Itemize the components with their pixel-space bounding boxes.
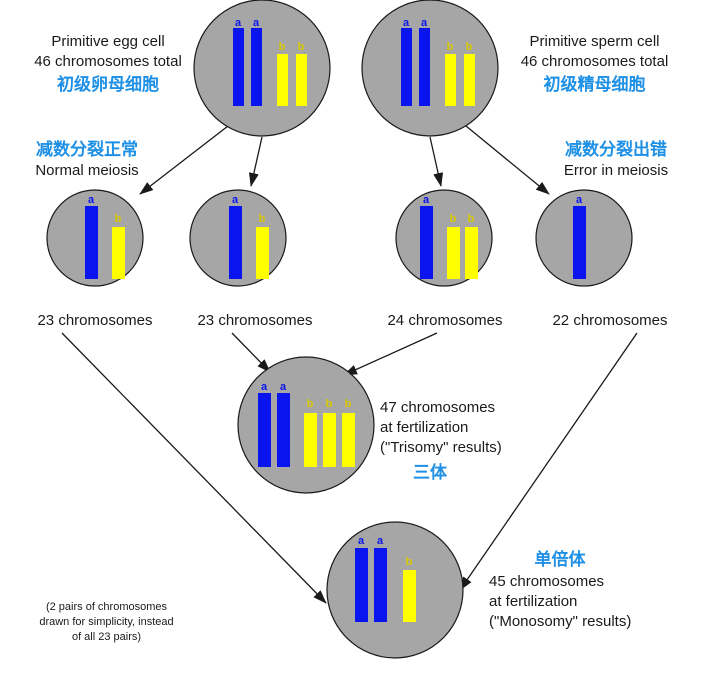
error-meiosis-label: 减数分裂出错 Error in meiosis: [530, 139, 702, 181]
gamete-cell-4: a: [535, 189, 633, 287]
chromosome-b: [464, 54, 475, 106]
chromosome-label-b: b: [326, 398, 333, 410]
chromosome-a: [573, 206, 586, 279]
monosomy-cell: a a b: [326, 521, 464, 659]
egg-cell-count: 46 chromosomes total: [34, 53, 182, 70]
chromosome-label-b: b: [307, 398, 314, 410]
chromosome-label-b: b: [468, 213, 475, 225]
gamete-1-count: 23 chromosomes: [37, 312, 153, 329]
chromosome-label-a: a: [253, 17, 260, 29]
chromosome-label-a: a: [235, 17, 242, 29]
arrow-gamete-1-to-monosomy: [61, 332, 327, 604]
egg-cell-zh-label: 初级卵母细胞: [57, 75, 159, 95]
chromosome-b: [447, 227, 460, 279]
sperm-cell-label: Primitive sperm cell 46 chromosomes tota…: [492, 32, 697, 96]
chromosome-label-a: a: [576, 194, 583, 206]
trisomy-cell: a a b b b: [237, 356, 375, 494]
chromosome-label-a: a: [232, 194, 239, 206]
chromosome-label-b: b: [450, 213, 457, 225]
chromosome-a: [229, 206, 242, 279]
monosomy-result: ("Monosomy" results): [489, 613, 632, 630]
chromosome-label-a: a: [88, 194, 95, 206]
chromosome-a: [251, 28, 262, 106]
arrow-sperm-to-gamete-4: [465, 125, 550, 195]
gamete-2-count: 23 chromosomes: [197, 312, 313, 329]
note-line-1: (2 pairs of chromosomes: [45, 601, 168, 613]
monosomy-fertilization: at fertilization: [489, 593, 578, 610]
chromosome-a: [277, 393, 290, 467]
egg-cell-label: Primitive egg cell 46 chromosomes total …: [8, 32, 208, 96]
sperm-cell-title: Primitive sperm cell: [529, 33, 660, 50]
chromosome-a: [374, 548, 387, 622]
chromosome-b: [112, 227, 125, 279]
chromosome-label-a: a: [421, 17, 428, 29]
chromosome-label-b: b: [279, 41, 286, 53]
sperm-cell-count: 46 chromosomes total: [520, 53, 669, 70]
normal-meiosis-label: 减数分裂正常 Normal meiosis: [2, 139, 172, 181]
error-meiosis-zh: 减数分裂出错: [565, 140, 667, 160]
chromosome-b: [342, 413, 355, 467]
chromosome-label-b: b: [298, 41, 305, 53]
gamete-3-count: 24 chromosomes: [387, 312, 503, 329]
sperm-cell-zh-label: 初级精母细胞: [543, 75, 646, 95]
normal-meiosis-en: Normal meiosis: [35, 162, 139, 179]
arrows: [61, 125, 638, 604]
chromosome-label-b: b: [466, 41, 473, 53]
chromosome-label-a: a: [423, 194, 430, 206]
chromosome-label-a: a: [280, 381, 287, 393]
chromosome-a: [233, 28, 244, 106]
chromosome-label-a: a: [403, 17, 410, 29]
note-line-2: drawn for simplicity, instead: [39, 616, 174, 628]
gamete-cell-3: a b b: [395, 189, 493, 287]
trisomy-count: 47 chromosomes: [380, 399, 496, 416]
monosomy-label: 45 chromosomes at fertilization ("Monoso…: [489, 572, 689, 632]
sperm-cell: a a b b: [361, 0, 499, 137]
chromosome-label-b: b: [259, 213, 266, 225]
trisomy-label: 47 chromosomes at fertilization ("Trisom…: [380, 398, 580, 458]
gamete-cell-1: a b: [46, 189, 144, 287]
chromosome-a: [401, 28, 412, 106]
chromosome-a: [85, 206, 98, 279]
chromosome-b: [403, 570, 416, 622]
chromosome-b: [323, 413, 336, 467]
error-meiosis-en: Error in meiosis: [563, 162, 669, 179]
arrow-gamete-2-to-trisomy: [231, 332, 271, 373]
monosomy-count: 45 chromosomes: [489, 573, 605, 590]
arrow-gamete-3-to-trisomy: [343, 332, 438, 376]
egg-cell-title: Primitive egg cell: [51, 33, 165, 50]
chromosome-a: [420, 206, 433, 279]
gamete-4-count: 22 chromosomes: [552, 312, 668, 329]
chromosome-a: [355, 548, 368, 622]
arrow-sperm-to-gamete-3: [429, 136, 444, 187]
egg-cell: a a b b: [193, 0, 331, 137]
chromosome-b: [445, 54, 456, 106]
chromosome-label-a: a: [261, 381, 268, 393]
chromosome-label-b: b: [406, 556, 413, 568]
chromosome-b: [304, 413, 317, 467]
chromosome-label-b: b: [115, 213, 122, 225]
chromosome-b: [465, 227, 478, 279]
simplification-note: (2 pairs of chromosomes drawn for simpli…: [14, 600, 199, 645]
chromosome-b: [277, 54, 288, 106]
arrow-egg-to-gamete-2: [248, 136, 263, 187]
trisomy-zh-label: 三体: [413, 463, 447, 483]
chromosome-a: [419, 28, 430, 106]
normal-meiosis-zh: 减数分裂正常: [36, 140, 138, 160]
trisomy-result: ("Trisomy" results): [380, 439, 502, 456]
arrow-gamete-4-to-monosomy: [459, 332, 638, 591]
trisomy-fertilization: at fertilization: [380, 419, 469, 436]
chromosome-label-a: a: [358, 535, 365, 547]
gamete-cell-2: a b: [189, 189, 287, 287]
note-line-3: of all 23 pairs): [71, 631, 142, 643]
chromosome-label-b: b: [345, 398, 352, 410]
arrow-egg-to-gamete-1: [139, 125, 229, 195]
chromosome-label-a: a: [377, 535, 384, 547]
chromosome-b: [296, 54, 307, 106]
chromosome-label-b: b: [447, 41, 454, 53]
monosomy-zh-label: 单倍体: [534, 550, 586, 570]
chromosome-b: [256, 227, 269, 279]
monosomy-cell-circle: [326, 521, 464, 659]
chromosome-a: [258, 393, 271, 467]
